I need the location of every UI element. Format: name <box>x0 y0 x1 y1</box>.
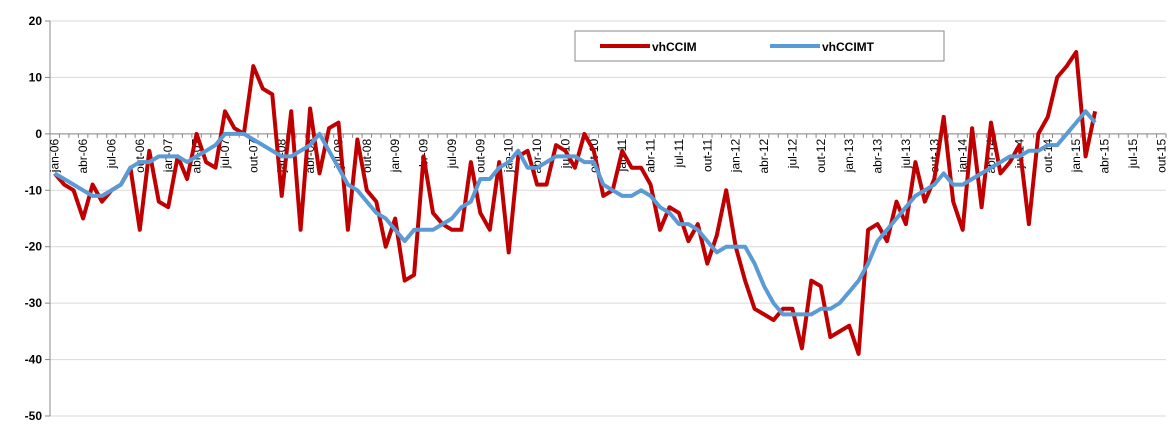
y-tick-label: -30 <box>25 296 43 310</box>
x-tick-label: abr-13 <box>871 139 885 174</box>
x-tick-label: abr-06 <box>76 139 90 174</box>
x-tick-label: jul-11 <box>672 139 686 169</box>
y-tick-label: -40 <box>25 353 43 367</box>
y-tick-label: -50 <box>25 409 43 423</box>
y-tick-label: -10 <box>25 183 43 197</box>
x-tick-label: jan-14 <box>956 139 970 174</box>
series-line <box>53 50 1098 356</box>
x-tick-label: jan-13 <box>842 139 856 174</box>
x-tick-label: jul-15 <box>1126 139 1140 170</box>
y-tick-label: 10 <box>29 70 43 84</box>
x-tick-label: out-07 <box>246 139 260 173</box>
y-tick-label: 20 <box>29 14 43 28</box>
legend-label: vhCCIM <box>652 40 697 54</box>
x-tick-label: jul-09 <box>445 139 459 170</box>
x-tick-label: out-12 <box>814 139 828 173</box>
x-tick-label: jan-06 <box>48 139 62 174</box>
x-tick-label: jul-06 <box>104 139 118 170</box>
y-tick-label: -20 <box>25 240 43 254</box>
x-tick-label: abr-15 <box>1098 139 1112 174</box>
x-tick-label: out-06 <box>133 139 147 173</box>
x-tick-label: jan-12 <box>729 139 743 174</box>
x-tick-label: jul-12 <box>785 139 799 170</box>
x-tick-label: abr-11 <box>644 139 658 173</box>
x-tick-label: jan-15 <box>1069 139 1083 174</box>
x-tick-label: jul-13 <box>899 139 913 170</box>
x-tick-label: jul-07 <box>218 139 232 170</box>
x-tick-label: out-15 <box>1154 139 1168 173</box>
x-tick-label: out-09 <box>473 139 487 173</box>
legend-label: vhCCIMT <box>822 40 875 54</box>
x-tick-label: abr-12 <box>757 139 771 174</box>
y-tick-label: 0 <box>35 127 42 141</box>
x-tick-label: jan-09 <box>388 139 402 174</box>
series-line <box>53 109 1097 317</box>
x-tick-label: out-11 <box>700 139 714 172</box>
